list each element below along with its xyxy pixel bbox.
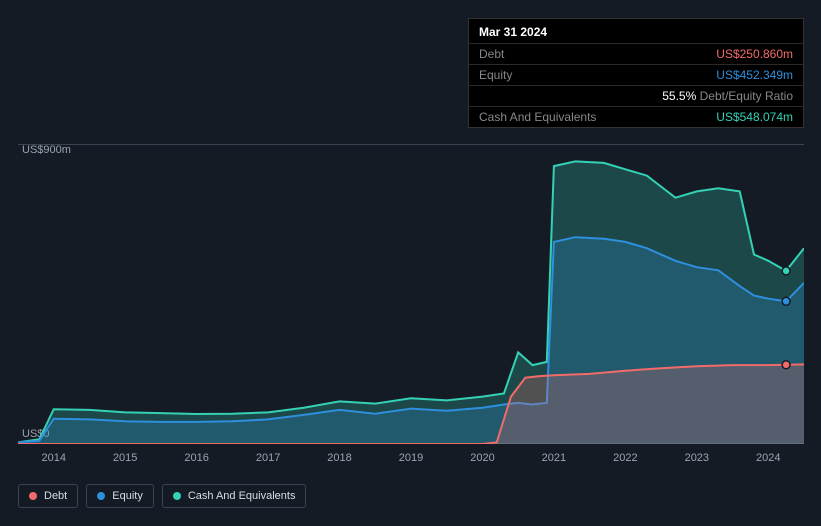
xaxis-tick-label: 2020 xyxy=(470,452,494,464)
legend-item-equity[interactable]: Equity xyxy=(86,484,154,508)
legend-swatch-icon xyxy=(29,492,37,500)
legend-swatch-icon xyxy=(97,492,105,500)
tooltip-row-debt: Debt US$250.860m xyxy=(469,43,803,64)
xaxis-tick-label: 2017 xyxy=(256,452,280,464)
legend-item-cash[interactable]: Cash And Equivalents xyxy=(162,484,307,508)
xaxis-tick-label: 2015 xyxy=(113,452,137,464)
xaxis-tick-label: 2014 xyxy=(41,452,65,464)
chart-legend: Debt Equity Cash And Equivalents xyxy=(18,484,306,508)
xaxis-tick-label: 2021 xyxy=(542,452,566,464)
tooltip-row-value: US$548.074m xyxy=(716,110,793,124)
chart-tooltip: Mar 31 2024 Debt US$250.860m Equity US$452.… xyxy=(468,18,804,128)
tooltip-date: Mar 31 2024 xyxy=(469,19,803,43)
tooltip-row-ratio: 55.5% Debt/Equity Ratio xyxy=(469,85,803,106)
xaxis-tick-label: 2019 xyxy=(399,452,423,464)
xaxis-tick-label: 2018 xyxy=(327,452,351,464)
tooltip-row-cash: Cash And Equivalents US$548.074m xyxy=(469,106,803,127)
legend-swatch-icon xyxy=(173,492,181,500)
tooltip-row-value: US$250.860m xyxy=(716,47,793,61)
tooltip-row-label: Cash And Equivalents xyxy=(479,110,596,124)
tooltip-row-equity: Equity US$452.349m xyxy=(469,64,803,85)
tooltip-row-value: US$452.349m xyxy=(716,68,793,82)
xaxis-tick-label: 2022 xyxy=(613,452,637,464)
chart-plot[interactable] xyxy=(18,144,804,444)
legend-label: Cash And Equivalents xyxy=(188,490,296,502)
legend-label: Equity xyxy=(112,490,143,502)
tooltip-row-label: Equity xyxy=(479,68,512,82)
xaxis-tick-label: 2016 xyxy=(184,452,208,464)
legend-item-debt[interactable]: Debt xyxy=(18,484,78,508)
xaxis-tick-label: 2023 xyxy=(685,452,709,464)
legend-label: Debt xyxy=(44,490,67,502)
series-marker-debt xyxy=(782,361,790,369)
xaxis-tick-label: 2024 xyxy=(756,452,780,464)
series-marker-equity xyxy=(782,297,790,305)
tooltip-row-label: Debt xyxy=(479,47,504,61)
series-marker-cash xyxy=(782,267,790,275)
chart-container: Mar 31 2024 Debt US$250.860m Equity US$452.… xyxy=(0,0,821,526)
tooltip-row-value: 55.5% Debt/Equity Ratio xyxy=(662,89,793,103)
